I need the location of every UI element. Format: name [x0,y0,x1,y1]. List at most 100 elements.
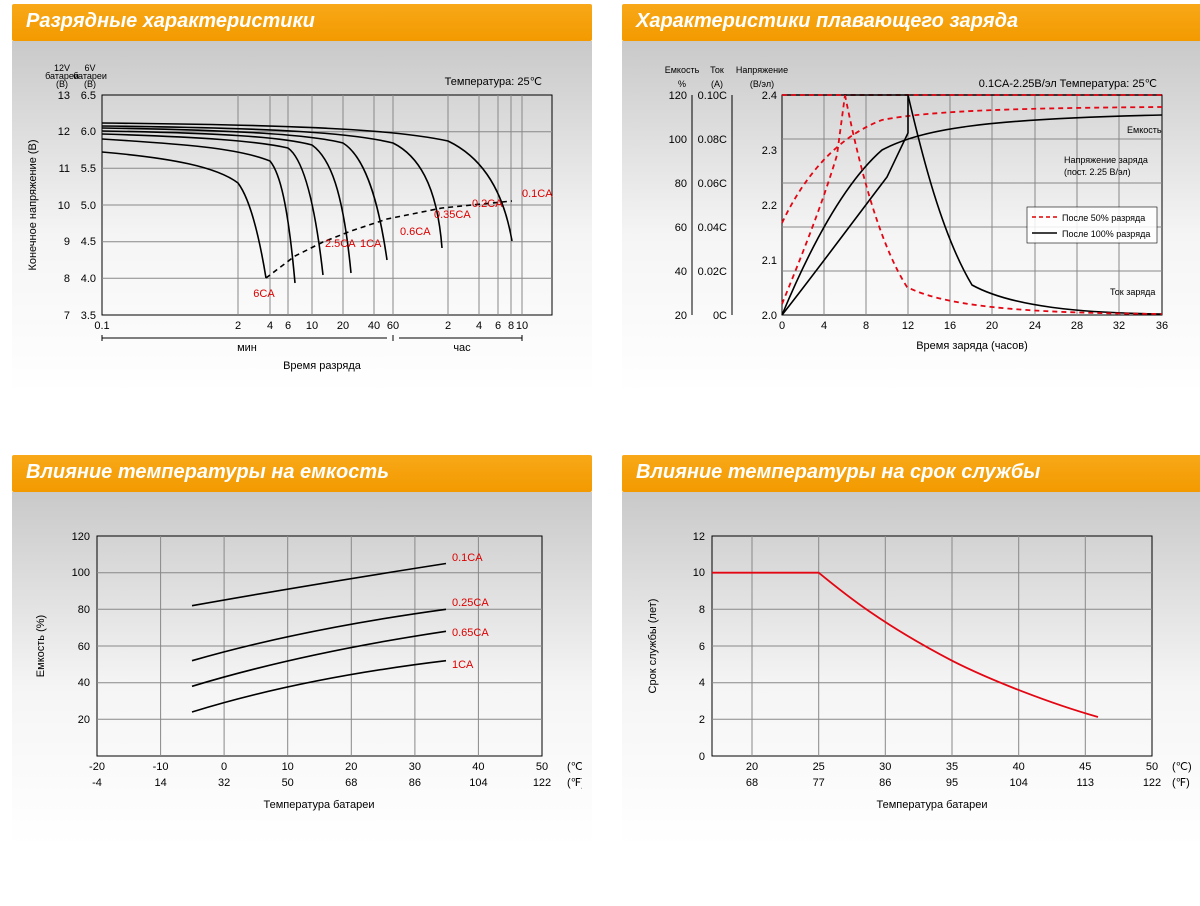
svg-text:(℃): (℃) [567,761,582,773]
svg-text:20: 20 [337,320,349,332]
svg-text:0.6CA: 0.6CA [400,226,431,238]
svg-text:Напряжение заряда: Напряжение заряда [1064,155,1148,165]
panel3-labels: 0.1CA 0.25CA 0.65CA 1CA [452,552,489,671]
svg-text:77: 77 [813,777,825,789]
svg-text:2: 2 [445,320,451,332]
svg-text:1CA: 1CA [360,238,382,250]
svg-text:(B): (B) [84,79,96,89]
svg-text:(℉): (℉) [1172,777,1190,789]
svg-text:Емкость: Емкость [665,65,700,75]
svg-text:4: 4 [821,320,827,332]
x-unit-hr: час [453,342,471,354]
svg-text:10: 10 [693,567,705,579]
svg-text:6: 6 [285,320,291,332]
svg-text:(В/эл): (В/эл) [750,79,774,89]
svg-text:20: 20 [78,714,90,726]
panel1-xlabel: Время разряда [283,360,362,372]
svg-text:4.5: 4.5 [81,236,96,248]
svg-text:-20: -20 [89,761,105,773]
svg-text:10: 10 [58,200,70,212]
x-unit-min: мин [237,342,257,354]
svg-text:-10: -10 [153,761,169,773]
svg-text:68: 68 [345,777,357,789]
svg-text:50: 50 [536,761,548,773]
svg-text:0.06C: 0.06C [698,178,727,190]
panel3-xf: -4 14 32 50 68 86 104 122 (℉) [92,777,582,789]
svg-text:0.65CA: 0.65CA [452,627,489,639]
svg-text:24: 24 [1029,320,1041,332]
svg-text:12: 12 [58,126,70,138]
svg-text:120: 120 [669,90,687,102]
panel2-legend: После 50% разряда После 100% разряда [1027,207,1157,243]
panel1-y12-ticks: 7 8 9 10 11 12 13 [58,90,70,322]
panel2-xticks: 0 4 8 12 16 20 24 28 32 36 [779,320,1168,332]
svg-text:113: 113 [1077,777,1095,789]
svg-text:(℉): (℉) [567,777,582,789]
svg-text:Ток: Ток [710,65,724,75]
svg-text:8: 8 [863,320,869,332]
svg-text:12: 12 [902,320,914,332]
svg-text:122: 122 [533,777,551,789]
panel4-xf: 68 77 86 95 104 113 122 (℉) [746,777,1190,789]
svg-text:0.25CA: 0.25CA [452,597,489,609]
svg-text:86: 86 [409,777,421,789]
svg-text:2.0: 2.0 [762,310,777,322]
svg-text:60: 60 [78,641,90,653]
svg-text:0C: 0C [713,310,727,322]
svg-text:80: 80 [675,178,687,190]
svg-text:104: 104 [1010,777,1028,789]
svg-text:36: 36 [1156,320,1168,332]
svg-text:После 100% разряда: После 100% разряда [1062,229,1150,239]
svg-text:40: 40 [472,761,484,773]
svg-text:30: 30 [879,761,891,773]
svg-text:0.2CA: 0.2CA [472,198,503,210]
svg-text:13: 13 [58,90,70,102]
svg-text:20: 20 [345,761,357,773]
svg-text:0: 0 [779,320,785,332]
svg-text:0.08C: 0.08C [698,134,727,146]
panel3-yticks: 20 40 60 80 100 120 [72,531,90,726]
panel2-ypct: 20 40 60 80 100 120 [669,90,687,322]
svg-text:14: 14 [154,777,166,789]
svg-text:(A): (A) [711,79,723,89]
svg-text:10: 10 [516,320,528,332]
panel2-header: Характеристики плавающего заряда [622,4,1200,41]
svg-text:0.1CA: 0.1CA [522,188,553,200]
svg-text:35: 35 [946,761,958,773]
svg-text:-4: -4 [92,777,102,789]
panel1-y6-ticks: 3.5 4.0 4.5 5.0 5.5 6.0 6.5 [81,90,96,322]
svg-text:4: 4 [267,320,273,332]
panel2-note: 0.1CA-2.25В/эл Температура: 25℃ [979,78,1157,90]
svg-text:86: 86 [879,777,891,789]
svg-text:2: 2 [699,714,705,726]
svg-text:5.5: 5.5 [81,163,96,175]
svg-text:10: 10 [282,761,294,773]
panel2-yvolt: 2.0 2.1 2.2 2.3 2.4 [762,90,777,322]
svg-text:68: 68 [746,777,758,789]
panel3-header: Влияние температуры на емкость [12,455,592,492]
panel3-xlabel: Температура батареи [263,799,374,811]
svg-text:0.04C: 0.04C [698,222,727,234]
svg-text:5.0: 5.0 [81,200,96,212]
svg-text:20: 20 [746,761,758,773]
svg-text:50: 50 [282,777,294,789]
svg-text:8: 8 [64,273,70,285]
svg-text:6.5: 6.5 [81,90,96,102]
svg-text:2.3: 2.3 [762,145,777,157]
svg-text:0.10C: 0.10C [698,90,727,102]
svg-text:(B): (B) [56,79,68,89]
svg-text:2.2: 2.2 [762,200,777,212]
svg-text:2.4: 2.4 [762,90,777,102]
svg-text:1CA: 1CA [452,659,474,671]
panel2-grid [782,95,1162,315]
svg-text:122: 122 [1143,777,1161,789]
svg-text:50: 50 [1146,761,1158,773]
panel1-x-ticks: 0.1 2 4 6 10 20 40 60 2 4 6 8 10 [94,320,528,332]
svg-text:40: 40 [1013,761,1025,773]
panel3-ylabel: Емкость (%) [35,615,47,677]
svg-text:0.02C: 0.02C [698,266,727,278]
panel2-xlabel: Время заряда (часов) [916,340,1028,352]
svg-text:20: 20 [675,310,687,322]
panel4-header: Влияние температуры на срок службы [622,455,1200,492]
svg-text:25: 25 [813,761,825,773]
